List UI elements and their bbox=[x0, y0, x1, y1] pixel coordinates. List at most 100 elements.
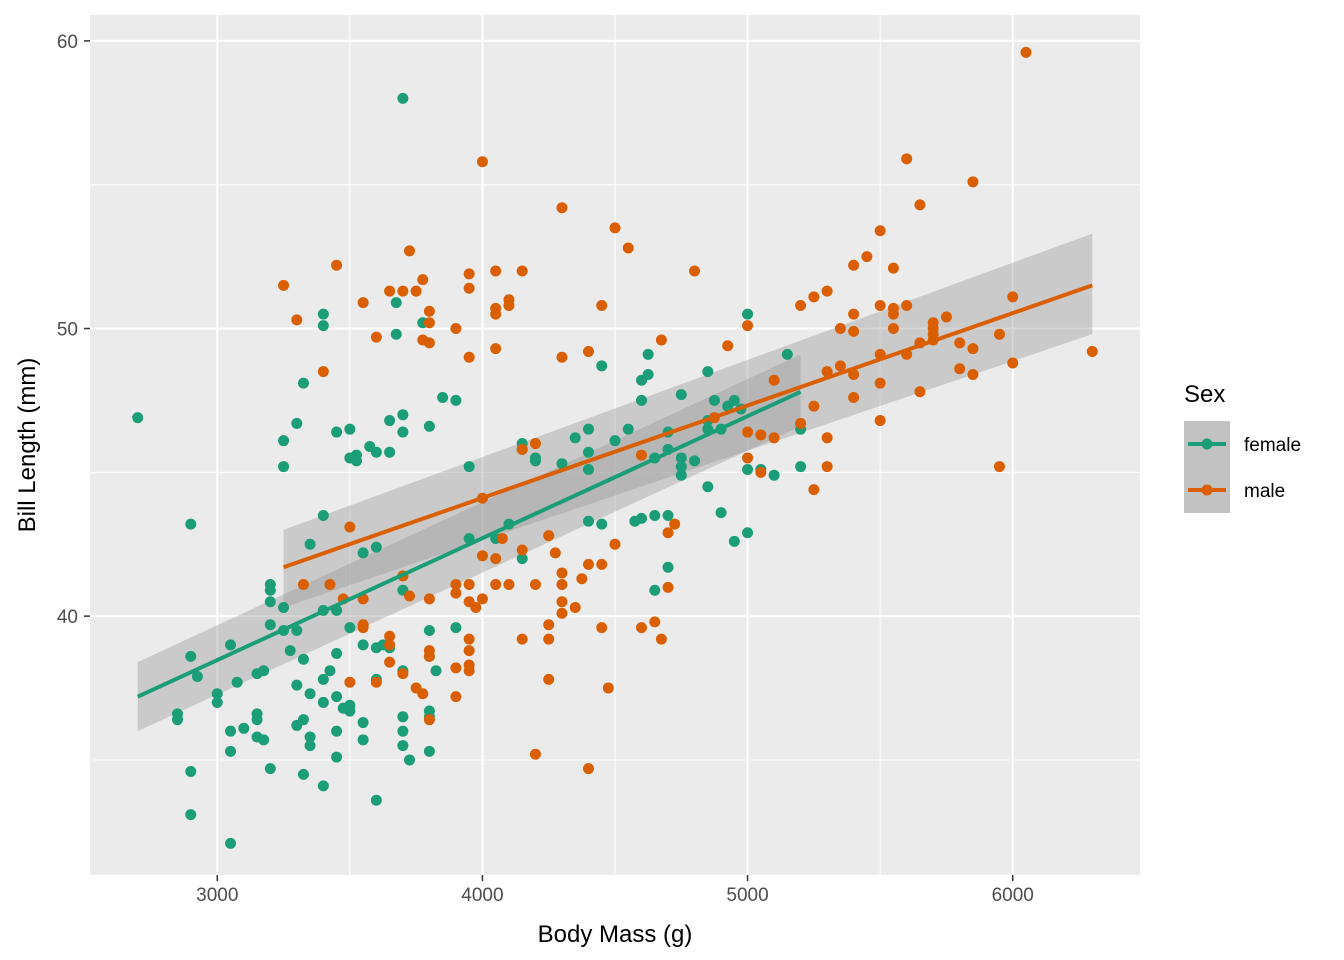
data-point-female bbox=[404, 754, 416, 766]
y-tick-label: 50 bbox=[57, 320, 78, 341]
legend-keys: female male bbox=[1184, 421, 1301, 513]
data-point-male bbox=[543, 530, 555, 542]
data-point-male bbox=[556, 202, 568, 214]
data-point-male bbox=[940, 311, 952, 323]
y-axis-title: Bill Length (mm) bbox=[14, 358, 41, 533]
data-point-female bbox=[397, 725, 409, 737]
data-point-female bbox=[317, 320, 329, 332]
data-point-male bbox=[450, 578, 462, 590]
data-point-female bbox=[331, 691, 343, 703]
data-point-female bbox=[370, 541, 382, 553]
data-point-female bbox=[331, 751, 343, 763]
data-point-female bbox=[211, 696, 223, 708]
data-point-female bbox=[172, 714, 183, 726]
data-point-male bbox=[848, 392, 860, 404]
data-point-female bbox=[430, 665, 442, 677]
data-point-male bbox=[476, 156, 488, 168]
data-point-female bbox=[450, 622, 462, 634]
data-point-female bbox=[397, 426, 409, 438]
data-point-female bbox=[582, 515, 594, 527]
data-point-male bbox=[529, 748, 541, 760]
trend-line-female bbox=[136, 389, 802, 699]
data-point-male bbox=[901, 300, 913, 312]
data-point-male bbox=[450, 587, 462, 599]
data-point-female bbox=[344, 423, 356, 435]
legend-key-point bbox=[1201, 438, 1213, 450]
data-point-female bbox=[258, 665, 270, 677]
data-point-female bbox=[582, 423, 594, 435]
data-point-female bbox=[728, 394, 740, 406]
data-point-male bbox=[463, 351, 475, 363]
legend-key-point bbox=[1201, 484, 1213, 496]
data-point-male bbox=[914, 199, 926, 211]
data-point-male bbox=[609, 538, 621, 550]
data-point-female bbox=[622, 423, 634, 435]
legend-title: Sex bbox=[1184, 381, 1225, 408]
data-point-male bbox=[450, 662, 462, 674]
legend-item-male: male bbox=[1184, 467, 1285, 513]
data-point-male bbox=[848, 308, 860, 320]
data-point-male bbox=[529, 438, 541, 450]
data-point-male bbox=[324, 578, 336, 590]
data-point-female bbox=[317, 696, 329, 708]
data-point-male bbox=[582, 346, 594, 358]
data-point-female bbox=[768, 469, 780, 481]
data-point-female bbox=[642, 348, 654, 360]
data-point-female bbox=[264, 619, 276, 631]
data-point-male bbox=[993, 328, 1005, 340]
data-point-male bbox=[490, 578, 502, 590]
data-point-male bbox=[1007, 291, 1019, 303]
legend: Sex female male bbox=[1184, 381, 1301, 513]
data-point-male bbox=[344, 521, 356, 533]
data-point-male bbox=[397, 668, 409, 680]
data-point-male bbox=[556, 578, 568, 590]
x-tick-label: 3000 bbox=[196, 885, 238, 906]
data-point-male bbox=[874, 415, 886, 427]
data-point-male bbox=[417, 688, 429, 700]
data-point-male bbox=[569, 602, 581, 614]
data-point-male bbox=[423, 650, 435, 662]
data-point-female bbox=[437, 392, 449, 404]
data-point-female bbox=[278, 602, 290, 614]
data-point-male bbox=[529, 578, 541, 590]
data-point-female bbox=[675, 469, 687, 481]
data-point-female bbox=[596, 518, 608, 530]
data-point-male bbox=[602, 682, 614, 694]
data-point-male bbox=[463, 633, 475, 645]
data-point-female bbox=[582, 446, 594, 458]
data-point-female bbox=[291, 679, 303, 691]
data-point-male bbox=[848, 369, 860, 381]
data-point-female bbox=[390, 328, 402, 340]
data-point-male bbox=[476, 593, 488, 605]
data-point-male bbox=[874, 225, 886, 237]
data-point-male bbox=[516, 633, 528, 645]
data-point-male bbox=[463, 645, 475, 657]
data-point-male bbox=[397, 285, 409, 297]
data-point-male bbox=[795, 300, 807, 312]
data-point-male bbox=[848, 325, 860, 337]
data-point-male bbox=[636, 622, 648, 634]
data-point-male bbox=[874, 300, 886, 312]
data-point-female bbox=[742, 527, 754, 539]
data-point-female bbox=[636, 394, 648, 406]
data-point-male bbox=[954, 363, 966, 375]
data-point-female bbox=[529, 455, 541, 467]
data-point-female bbox=[191, 671, 203, 683]
data-point-male bbox=[476, 550, 488, 562]
data-point-male bbox=[596, 558, 608, 570]
data-point-male bbox=[795, 417, 807, 429]
data-point-female bbox=[390, 297, 402, 309]
data-point-female bbox=[642, 369, 654, 381]
data-point-female bbox=[636, 512, 648, 524]
data-point-male bbox=[370, 676, 382, 688]
data-point-male bbox=[410, 285, 422, 297]
data-point-male bbox=[417, 274, 429, 286]
data-point-male bbox=[463, 282, 475, 294]
data-point-female bbox=[742, 463, 754, 475]
data-point-female bbox=[264, 584, 276, 596]
data-point-male bbox=[516, 265, 528, 277]
data-points bbox=[132, 46, 1098, 849]
data-point-female bbox=[708, 394, 720, 406]
data-point-male bbox=[297, 578, 309, 590]
